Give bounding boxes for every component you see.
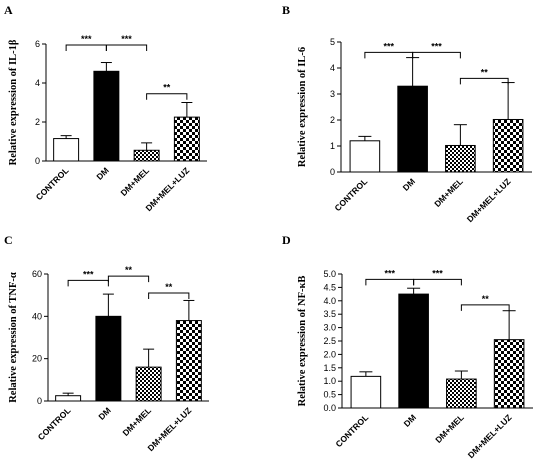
panel-letter: C: [4, 233, 13, 247]
chart-panel-d: D Relative expression of NF-κB 0.0 0.5 1.0 1.…: [282, 233, 533, 460]
y-tick-label: 0: [37, 396, 42, 406]
bar-dm-mel: [135, 366, 162, 402]
y-tick-label: 6: [35, 39, 40, 49]
significance-label: **: [482, 294, 490, 304]
y-tick-label: 20: [32, 354, 42, 364]
y-tick-label: 5: [330, 37, 335, 47]
x-tick-label: CONTROL: [332, 176, 369, 213]
x-tick-label: DM+MEL: [433, 412, 466, 445]
significance-bracket: [146, 93, 188, 100]
x-tick-label: DM+MEL+LUZ: [466, 412, 514, 460]
y-axis-label: Relative expression of TNF-α: [8, 272, 19, 403]
x-tick-label: DM: [96, 405, 112, 421]
y-tick-label: 1: [330, 141, 335, 151]
y-tick-label: 2: [330, 115, 335, 125]
x-tick-label: DM: [402, 412, 418, 428]
significance-bracket: [67, 279, 109, 287]
bar-control: [55, 395, 82, 402]
x-tick-label: DM+MEL: [432, 176, 465, 209]
significance-label: ***: [83, 269, 94, 279]
y-tick-label: 60: [32, 269, 42, 279]
y-tick-label: 3: [330, 89, 335, 99]
x-tick-label: DM: [401, 176, 417, 192]
y-tick-label: 1.0: [323, 376, 336, 386]
x-tick-label: DM+MEL+LUZ: [465, 176, 513, 224]
significance-bracket: [413, 278, 462, 286]
significance-label: ***: [383, 41, 394, 51]
bar-dm-mel-luz: [493, 339, 525, 409]
panel-letter: A: [4, 3, 13, 17]
significance-label: ***: [81, 34, 92, 44]
significance-bracket: [364, 51, 414, 59]
y-tick-label: 4: [330, 63, 335, 73]
bar-dm-mel: [133, 149, 160, 162]
y-tick-label: 3.5: [323, 309, 336, 319]
y-tick-label: 5.0: [323, 269, 336, 279]
significance-label: ***: [432, 268, 443, 278]
significance-label: **: [165, 282, 173, 292]
bar-dm: [95, 315, 122, 402]
y-tick-label: 40: [32, 311, 42, 321]
bar-dm-mel-luz: [173, 116, 200, 162]
y-tick-label: 4.5: [323, 282, 336, 292]
panel-letter: D: [282, 233, 291, 247]
significance-label: ***: [431, 41, 442, 51]
bar-dm: [397, 85, 428, 173]
y-tick-label: 0.5: [323, 390, 336, 400]
significance-bracket: [65, 44, 107, 51]
significance-label: **: [481, 67, 489, 77]
significance-label: ***: [384, 268, 395, 278]
y-tick-label: 4.0: [323, 296, 336, 306]
y-tick-label: 0: [330, 167, 335, 177]
y-tick-label: 2: [35, 117, 40, 127]
significance-bracket: [412, 51, 461, 59]
y-axis-label: Relative expression of IL-1β: [8, 39, 19, 165]
x-tick-label: CONTROL: [34, 165, 71, 202]
chart-panel-b: B Relative expression of IL-6 0 1 2 3 4 5 CONTRO…: [282, 3, 532, 224]
x-tick-label: DM+MEL: [120, 405, 153, 438]
chart-panel-a: A Relative expression of IL-1β 0 2 4 6 CONTROL…: [4, 3, 207, 213]
chart-panel-c: C Relative expression of TNF-α 0 20 40 60 CONT…: [4, 233, 209, 453]
significance-bracket: [105, 44, 148, 51]
y-tick-label: 1.5: [323, 363, 336, 373]
significance-label: ***: [121, 34, 132, 44]
y-tick-label: 0.0: [323, 403, 336, 413]
bar-dm-mel-luz: [175, 320, 202, 402]
y-tick-label: 2.5: [323, 336, 336, 346]
x-tick-label: CONTROL: [36, 405, 73, 442]
bar-dm: [398, 293, 429, 409]
y-tick-label: 4: [35, 78, 40, 88]
y-tick-label: 3.0: [323, 323, 336, 333]
x-tick-label: CONTROL: [333, 412, 370, 449]
x-tick-label: DM: [94, 165, 110, 181]
significance-label: **: [125, 265, 133, 275]
bar-dm: [93, 70, 120, 162]
bar-dm-mel: [446, 378, 477, 409]
bar-control: [350, 375, 382, 409]
significance-bracket: [460, 304, 510, 311]
panel-letter: B: [282, 3, 290, 17]
y-tick-label: 2.0: [323, 349, 336, 359]
significance-bracket: [148, 292, 190, 300]
significance-label: **: [163, 83, 171, 93]
significance-bracket: [459, 77, 509, 85]
y-axis-label: Relative expression of NF-κB: [297, 276, 308, 407]
x-tick-label: DM+MEL: [118, 165, 151, 198]
bar-dm-mel-luz: [492, 118, 524, 173]
bar-control: [53, 138, 80, 162]
significance-bracket: [107, 275, 150, 283]
bar-control: [349, 140, 381, 173]
y-tick-label: 0: [35, 156, 40, 166]
bar-dm-mel: [445, 144, 476, 173]
significance-bracket: [365, 278, 415, 286]
y-axis-label: Relative expression of IL-6: [297, 47, 308, 167]
